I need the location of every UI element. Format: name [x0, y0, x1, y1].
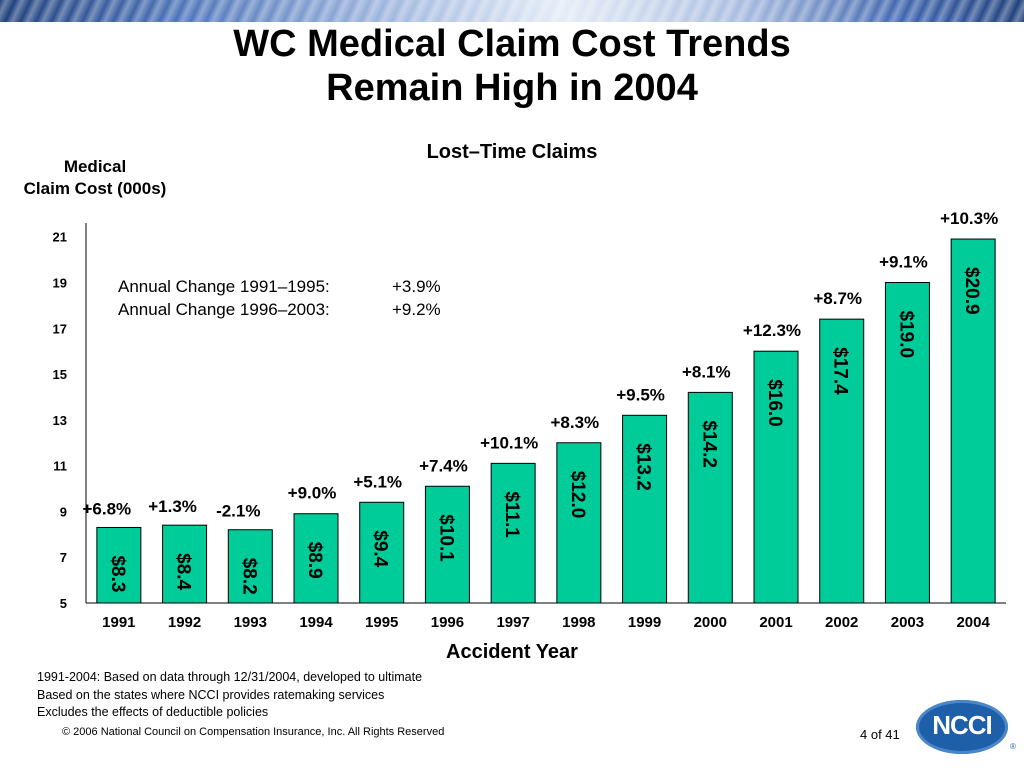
footnotes: 1991-2004: Based on data through 12/31/2… [37, 669, 422, 722]
bar-value-label: $8.2 [238, 558, 259, 595]
annual-change-value: +3.9% [392, 277, 441, 296]
change-label: +8.7% [813, 289, 862, 308]
bar [753, 350, 799, 604]
bar [556, 442, 602, 604]
bar [950, 238, 996, 604]
bar-value-label: $12.0 [567, 471, 588, 519]
x-tick-label: 2001 [759, 614, 792, 631]
annual-change-label: Annual Change 1991–1995: [118, 277, 330, 296]
footnote: Excludes the effects of deductible polic… [37, 705, 269, 719]
chart-title: Lost–Time Claims [426, 141, 598, 163]
y-tick-label: 5 [60, 596, 67, 611]
x-axis-label: Accident Year [446, 641, 578, 663]
bar [227, 529, 273, 604]
x-tick-label: 1997 [496, 614, 529, 631]
y-tick-label: 21 [53, 230, 67, 245]
bar-value-label: $8.4 [173, 553, 194, 590]
annual-change-note: Annual Change 1991–1995: +3.9% Annual Ch… [118, 275, 441, 321]
x-tick-label: 1991 [102, 614, 135, 631]
bar [293, 513, 339, 604]
change-label: +10.3% [940, 209, 998, 228]
bar [96, 526, 142, 604]
y-tick-label: 19 [53, 276, 67, 291]
y-axis-label: Medical Claim Cost (000s) [0, 156, 190, 200]
annual-change-row: Annual Change 1991–1995: +3.9% [118, 275, 441, 298]
bar-value-label: $16.0 [764, 379, 785, 427]
change-label: +1.3% [148, 497, 197, 516]
change-label: +6.8% [83, 499, 132, 518]
bar [819, 318, 865, 604]
change-label: +8.1% [682, 362, 731, 381]
bar-value-label: $19.0 [895, 311, 916, 359]
bar [424, 485, 470, 604]
x-tick-label: 2002 [825, 614, 858, 631]
annual-change-value: +9.2% [392, 300, 441, 319]
change-label: +8.3% [551, 413, 600, 432]
bar-value-label: $8.3 [107, 555, 128, 592]
x-tick-label: 1998 [562, 614, 595, 631]
y-tick-label: 7 [60, 550, 67, 565]
y-tick-label: 9 [60, 504, 67, 519]
bar [622, 414, 668, 604]
x-tick-label: 1999 [628, 614, 661, 631]
slide-title: WC Medical Claim Cost Trends Remain High… [0, 22, 1024, 110]
annual-change-row: Annual Change 1996–2003: +9.2% [118, 298, 441, 321]
bar-value-label: $9.4 [370, 530, 391, 567]
bar-value-label: $17.4 [830, 347, 851, 395]
y-tick-label: 15 [53, 367, 67, 382]
bar-value-label: $20.9 [961, 267, 982, 315]
y-tick-label: 13 [53, 413, 67, 428]
bar [359, 501, 405, 604]
x-tick-label: 2003 [891, 614, 924, 631]
bar [687, 391, 733, 604]
change-label: +9.0% [288, 484, 337, 503]
bar [162, 524, 208, 604]
change-label: +9.1% [879, 253, 928, 272]
change-label: +12.3% [743, 321, 801, 340]
ncci-logo: NCCI ® [916, 700, 1016, 760]
page-number: 4 of 41 [860, 727, 900, 742]
bar-value-label: $8.9 [304, 542, 325, 579]
x-tick-label: 1993 [234, 614, 267, 631]
change-label: +9.5% [616, 385, 665, 404]
y-tick-label: 17 [53, 321, 67, 336]
y-axis-label-line-2: Claim Cost (000s) [23, 179, 167, 198]
change-label: +5.1% [353, 472, 402, 491]
top-banner [0, 0, 1024, 22]
x-tick-label: 1996 [431, 614, 464, 631]
registered-mark: ® [1010, 742, 1016, 751]
bar-value-label: $10.1 [435, 514, 456, 562]
copyright-notice: © 2006 National Council on Compensation … [62, 726, 445, 738]
annual-change-label: Annual Change 1996–2003: [118, 300, 330, 319]
slide-title-line-1: WC Medical Claim Cost Trends [233, 23, 791, 65]
x-tick-label: 2000 [694, 614, 727, 631]
logo-oval [916, 700, 1008, 754]
change-label: +10.1% [480, 433, 538, 452]
change-label: +7.4% [419, 456, 468, 475]
bar-value-label: $14.2 [698, 420, 719, 468]
change-label: -2.1% [216, 502, 260, 521]
slide-title-line-2: Remain High in 2004 [326, 67, 698, 109]
x-tick-label: 2004 [956, 614, 990, 631]
y-axis-label-line-1: Medical [63, 157, 127, 176]
footnote: Based on the states where NCCI provides … [37, 687, 385, 702]
x-tick-label: 1994 [299, 614, 333, 631]
bar-value-label: $11.1 [501, 491, 522, 538]
x-tick-label: 1992 [168, 614, 201, 631]
x-tick-label: 1995 [365, 614, 398, 631]
logo-text: NCCI [932, 710, 993, 740]
bar-value-label: $13.2 [633, 443, 654, 491]
footnote: 1991-2004: Based on data through 12/31/2… [37, 670, 423, 684]
bar [884, 282, 930, 604]
y-tick-label: 11 [53, 459, 67, 474]
bar [490, 462, 536, 604]
